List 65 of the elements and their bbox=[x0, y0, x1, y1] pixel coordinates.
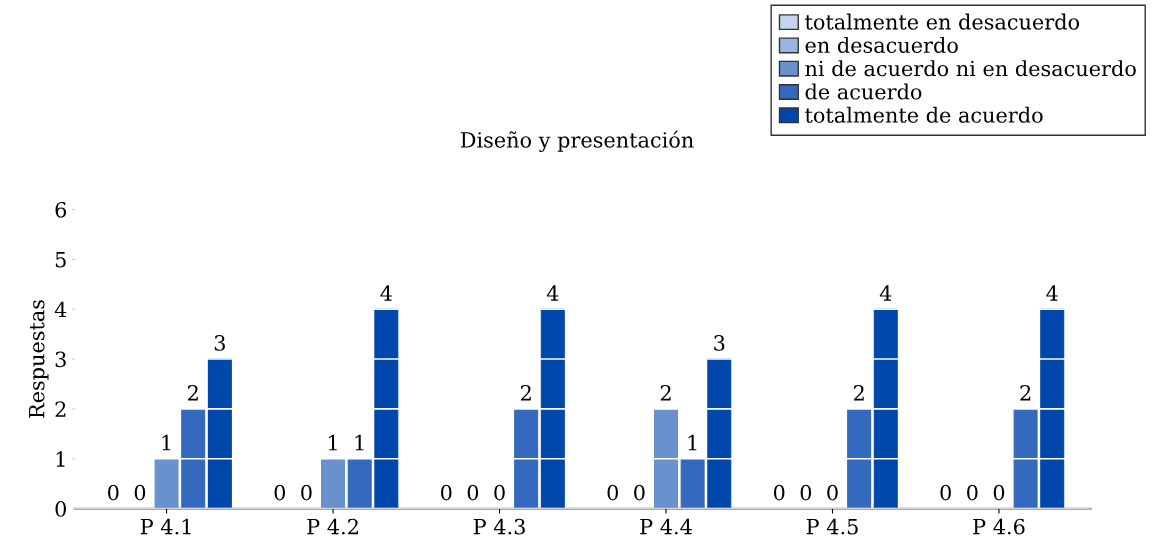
x-tick-label: P 4.2 bbox=[307, 518, 358, 535]
data-label: 2 bbox=[1020, 384, 1031, 401]
y-tick-label: 5 bbox=[55, 252, 66, 268]
legend-label: en desacuerdo bbox=[805, 36, 958, 53]
bar bbox=[347, 458, 372, 509]
data-label: 0 bbox=[993, 484, 1005, 501]
data-label: 0 bbox=[441, 484, 452, 501]
data-label: 4 bbox=[380, 285, 392, 301]
data-label: 3 bbox=[214, 335, 225, 351]
data-label: 0 bbox=[800, 484, 812, 501]
legend-label: totalmente de acuerdo bbox=[805, 106, 1043, 123]
bar bbox=[707, 358, 732, 509]
data-label: 0 bbox=[134, 484, 146, 501]
bar bbox=[207, 358, 232, 509]
data-label: 2 bbox=[660, 384, 671, 401]
bar bbox=[680, 458, 705, 509]
bar bbox=[154, 458, 179, 509]
legend-label: totalmente en desacuerdo bbox=[805, 13, 1080, 30]
bar bbox=[374, 308, 399, 509]
x-tick-label: P 4.6 bbox=[973, 518, 1025, 535]
y-axis-title: Respuestas bbox=[29, 300, 49, 418]
data-label: 1 bbox=[688, 434, 697, 451]
bar bbox=[1040, 308, 1065, 509]
data-label: 0 bbox=[607, 484, 618, 501]
bar bbox=[181, 408, 206, 509]
y-tick-label: 6 bbox=[55, 201, 67, 218]
x-tick-label: P 4.5 bbox=[806, 518, 858, 535]
y-tick-label: 0 bbox=[55, 501, 66, 517]
bar bbox=[847, 408, 872, 509]
data-label: 2 bbox=[188, 384, 198, 401]
y-tick-label: 2 bbox=[55, 401, 66, 417]
data-label: 1 bbox=[355, 434, 364, 451]
data-label: 3 bbox=[714, 335, 725, 351]
data-label: 1 bbox=[328, 434, 337, 451]
chart-title: Diseño y presentación bbox=[460, 130, 694, 153]
data-label: 0 bbox=[773, 484, 785, 501]
data-label: 4 bbox=[546, 285, 559, 301]
data-label: 0 bbox=[634, 484, 645, 501]
data-label: 4 bbox=[1046, 285, 1058, 301]
bar bbox=[321, 458, 346, 509]
legend-label: de acuerdo bbox=[805, 83, 922, 100]
data-label: 0 bbox=[827, 484, 838, 501]
legend-label: ni de acuerdo ni en desacuerdo bbox=[805, 60, 1136, 77]
x-tick-label: P 4.1 bbox=[140, 518, 191, 535]
data-label: 0 bbox=[274, 484, 286, 501]
x-tick-label: P 4.4 bbox=[640, 518, 692, 535]
bar bbox=[873, 308, 898, 509]
data-label: 0 bbox=[467, 484, 479, 501]
y-tick-label: 3 bbox=[55, 351, 66, 368]
bar bbox=[514, 408, 539, 509]
y-tick-label: 4 bbox=[54, 301, 67, 318]
data-label: 1 bbox=[162, 434, 171, 451]
data-label: 0 bbox=[967, 484, 978, 501]
bar bbox=[654, 408, 679, 509]
data-label: 4 bbox=[879, 285, 892, 301]
data-label: 2 bbox=[520, 384, 531, 401]
x-tick-label: P 4.3 bbox=[473, 518, 525, 535]
bar bbox=[1013, 408, 1038, 509]
data-label: 0 bbox=[494, 484, 505, 501]
data-label: 2 bbox=[853, 384, 864, 401]
bar bbox=[540, 308, 565, 509]
data-label: 0 bbox=[108, 484, 119, 501]
data-label: 0 bbox=[301, 484, 312, 501]
data-label: 0 bbox=[940, 484, 951, 501]
y-tick-label: 1 bbox=[56, 451, 65, 467]
